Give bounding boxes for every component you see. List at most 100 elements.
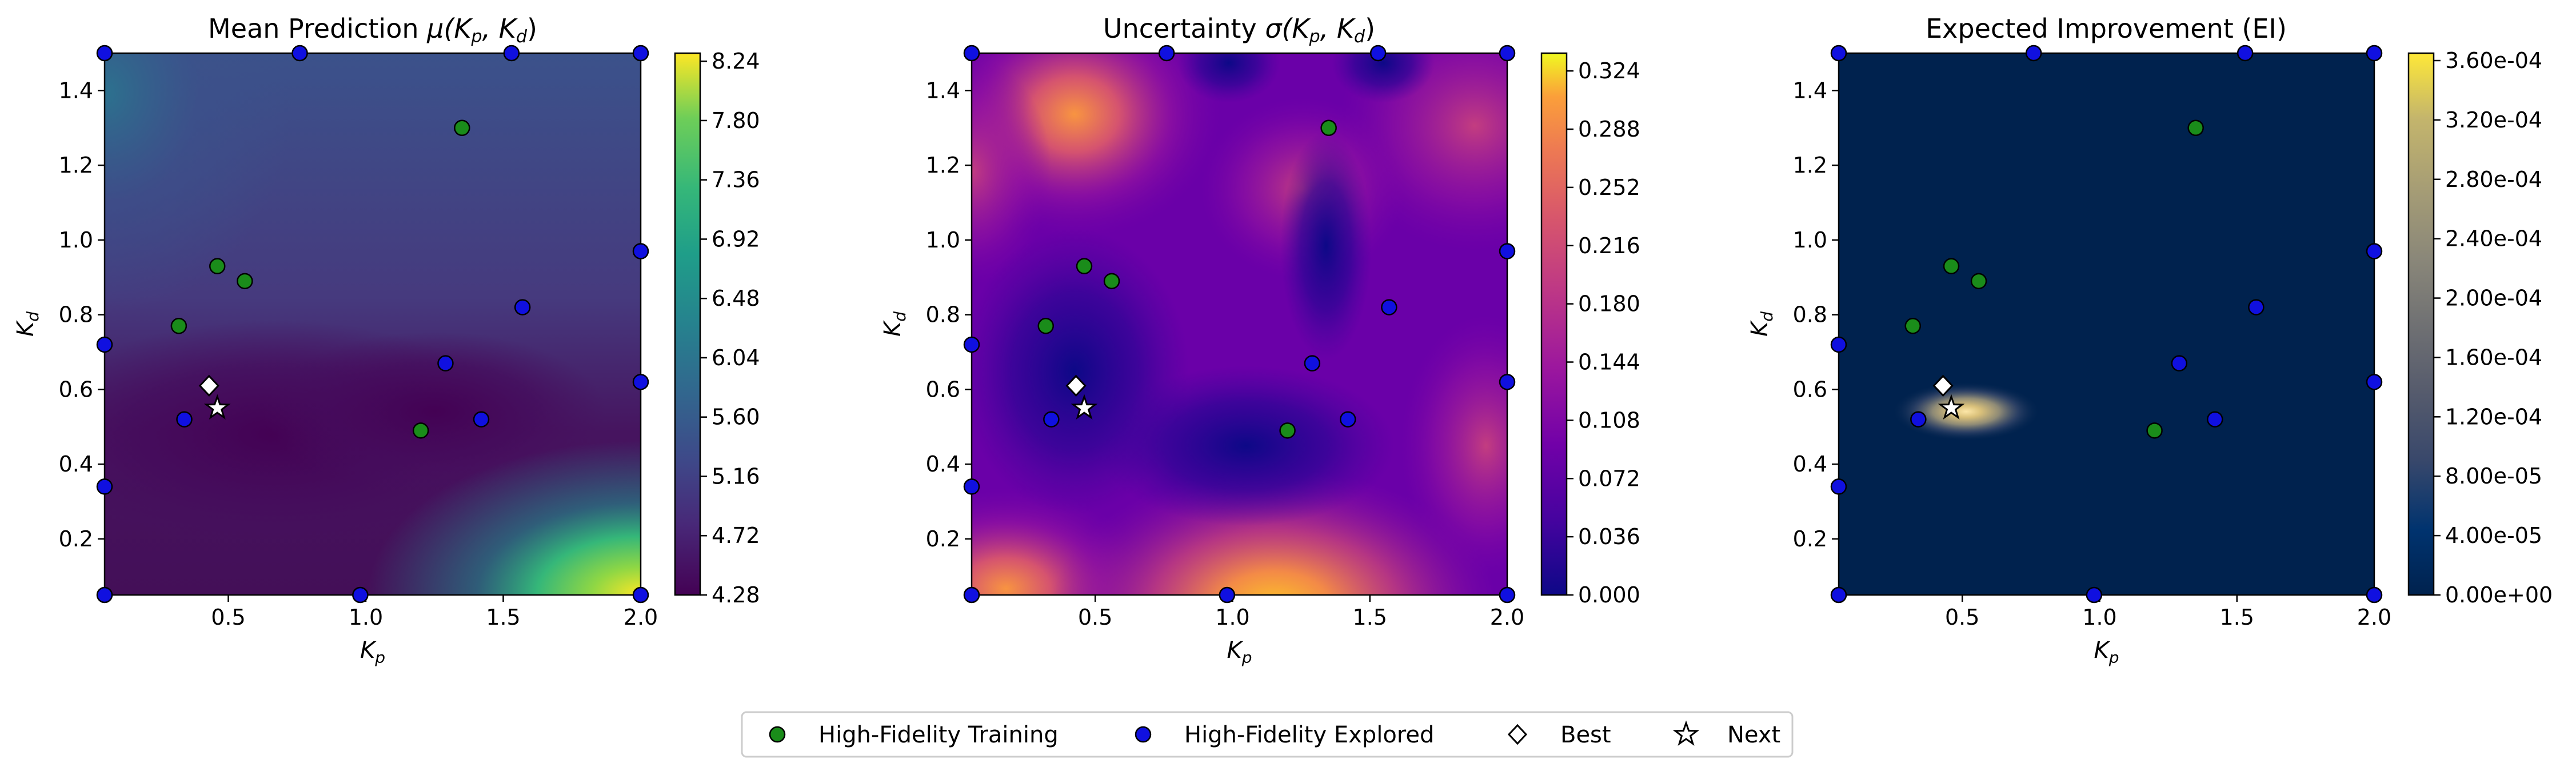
mean-cbar-tick-label: 4.28	[712, 582, 760, 608]
uncertainty-explored-point	[963, 478, 980, 495]
mean-explored-point	[632, 374, 649, 390]
mean-ytick-label: 0.4	[59, 452, 93, 477]
mean-ytick-label: 1.2	[59, 153, 93, 178]
ei-ytick-label: 1.2	[1793, 153, 1827, 178]
uncertainty-colorbar	[1540, 52, 1568, 596]
mean-training-point	[454, 119, 470, 137]
legend-frame	[741, 711, 1794, 758]
uncertainty-ytick-label: 1.0	[926, 227, 960, 253]
uncertainty-heatmap	[972, 53, 1507, 595]
ei-explored-point	[2366, 586, 2383, 604]
uncertainty-explored-point	[1340, 411, 1356, 428]
ei-ytick-label: 0.2	[1793, 526, 1827, 552]
ei-cbar-tick-label: 8.00e-05	[2445, 464, 2542, 489]
uncertainty-ytick-label: 1.2	[926, 153, 960, 178]
uncertainty-cbar-tick-label: 0.108	[1578, 408, 1640, 433]
mean-heatmap	[105, 53, 641, 595]
ei-markers	[1830, 45, 2383, 604]
mean-explored-point	[473, 411, 490, 428]
uncertainty-ylabel: Kd	[880, 311, 909, 337]
uncertainty-explored-point	[1499, 374, 1516, 390]
mean-cbar-tick-label: 4.72	[712, 523, 760, 548]
mean-next-marker	[203, 394, 231, 420]
mean-ytick-label: 0.2	[59, 526, 93, 552]
legend-next-label: Next	[1727, 722, 1780, 748]
mean-ylabel: Kd	[13, 311, 42, 337]
legend-next-marker	[1672, 720, 1700, 746]
uncertainty-explored-point	[1369, 45, 1387, 62]
ei-xtick-label: 1.0	[2082, 605, 2116, 630]
uncertainty-ytick-label: 0.2	[926, 526, 960, 552]
ei-explored-point	[2171, 355, 2188, 371]
ei-ytick-label: 0.4	[1793, 452, 1827, 477]
mean-colorbar	[674, 52, 701, 596]
ei-xtick-label: 0.5	[1945, 605, 1979, 630]
ei-cbar-tick-label: 1.60e-04	[2445, 345, 2542, 370]
ei-xlabel: Kp	[2094, 637, 2119, 667]
ei-training-point	[1970, 273, 1987, 290]
ei-plot-frame	[1838, 52, 2375, 596]
ei-cbar-tick-label: 0.00e+00	[2445, 582, 2553, 608]
uncertainty-explored-point	[1499, 45, 1516, 62]
uncertainty-plot-frame	[971, 52, 1508, 596]
ei-explored-point	[2366, 374, 2383, 390]
uncertainty-ytick-label: 0.8	[926, 302, 960, 327]
ei-training-point	[1904, 318, 1921, 334]
ei-cbar-tick-label: 4.00e-05	[2445, 523, 2542, 548]
uncertainty-explored-point	[1043, 411, 1060, 428]
mean-training-point	[237, 273, 253, 290]
mean-ytick-label: 0.6	[59, 377, 93, 402]
uncertainty-cbar-tick-label: 0.036	[1578, 524, 1640, 549]
mean-explored-point	[291, 45, 308, 62]
uncertainty-cbar-tick-label: 0.216	[1578, 233, 1640, 258]
uncertainty-cbar-tick-label: 0.000	[1578, 582, 1640, 608]
uncertainty-training-point	[1076, 258, 1093, 274]
ei-ytick-label: 1.4	[1793, 78, 1827, 103]
ei-training-point	[2146, 422, 2163, 439]
mean-best-marker	[198, 374, 219, 397]
mean-training-point	[412, 422, 429, 439]
ei-explored-point	[2366, 45, 2383, 62]
mean-explored-point	[632, 243, 649, 259]
mean-explored-point	[176, 411, 193, 428]
ei-explored-point	[1830, 336, 1847, 353]
uncertainty-xtick-label: 1.0	[1215, 605, 1249, 630]
ei-cbar-tick-label: 2.80e-04	[2445, 167, 2542, 192]
legend-training-marker	[769, 726, 786, 743]
ei-cbar-tick-label: 2.00e-04	[2445, 286, 2542, 311]
ei-explored-point	[2236, 45, 2254, 62]
mean-xtick-label: 1.5	[486, 605, 520, 630]
ei-explored-point	[2086, 586, 2103, 604]
uncertainty-explored-point	[1219, 586, 1236, 604]
mean-cbar-tick-label: 5.16	[712, 464, 760, 489]
title-uncertainty: Uncertainty σ(Kp, Kd)	[1103, 13, 1375, 47]
legend-explored-marker	[1135, 726, 1152, 743]
ei-explored-point	[1830, 586, 1847, 604]
mean-cbar-tick-label: 7.80	[712, 108, 760, 133]
mean-cbar-tick-label: 6.04	[712, 345, 760, 370]
mean-explored-point	[514, 299, 531, 315]
mean-cbar-tick-label: 6.92	[712, 226, 760, 251]
ei-explored-point	[2207, 411, 2223, 428]
mean-explored-point	[96, 45, 113, 62]
mean-cbar-tick-label: 6.48	[712, 286, 760, 311]
legend-best-label: Best	[1560, 722, 1611, 748]
title-ei: Expected Improvement (EI)	[1926, 13, 2287, 44]
ei-cbar-tick-label: 3.20e-04	[2445, 107, 2542, 133]
mean-cbar-tick-label: 7.36	[712, 167, 760, 193]
mean-xtick-label: 1.0	[349, 605, 383, 630]
ei-explored-point	[2366, 243, 2383, 259]
uncertainty-cbar-tick-label: 0.252	[1578, 175, 1640, 200]
mean-ytick-label: 1.4	[59, 78, 93, 103]
uncertainty-xtick-label: 1.5	[1353, 605, 1387, 630]
uncertainty-training-point	[1320, 119, 1337, 137]
mean-explored-point	[96, 336, 113, 353]
mean-explored-point	[96, 586, 113, 604]
ei-cbar-tick-label: 2.40e-04	[2445, 226, 2542, 251]
ei-colorbar	[2407, 52, 2435, 596]
ei-ytick-label: 1.0	[1793, 227, 1827, 253]
ei-explored-point	[1830, 45, 1847, 62]
ei-ylabel: Kd	[1747, 311, 1776, 337]
ei-xtick-label: 2.0	[2357, 605, 2391, 630]
uncertainty-training-point	[1037, 318, 1054, 334]
